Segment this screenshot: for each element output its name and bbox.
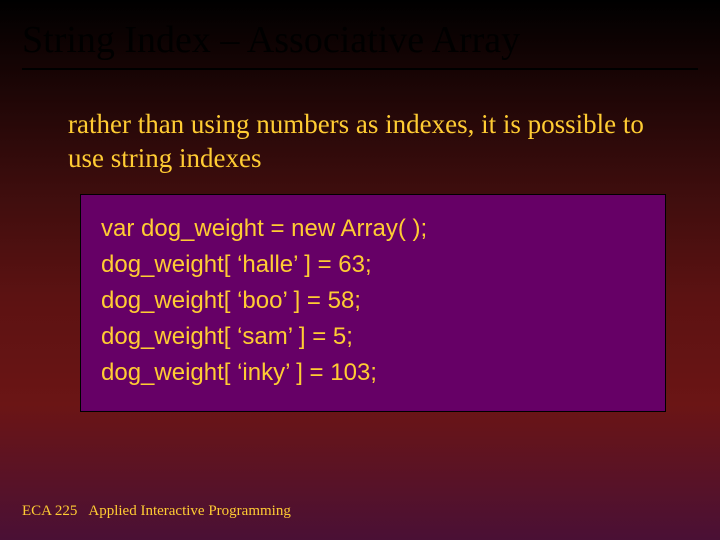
code-line: dog_weight[ ‘inky’ ] = 103;: [101, 355, 645, 391]
code-line: dog_weight[ ‘boo’ ] = 58;: [101, 283, 645, 319]
code-line: dog_weight[ ‘halle’ ] = 63;: [101, 247, 645, 283]
footer-course-code: ECA 225: [22, 503, 77, 519]
code-line: dog_weight[ ‘sam’ ] = 5;: [101, 319, 645, 355]
code-box: var dog_weight = new Array( ); dog_weigh…: [80, 194, 666, 412]
slide-footer: ECA 225 Applied Interactive Programming: [22, 503, 291, 520]
code-line: var dog_weight = new Array( );: [101, 211, 645, 247]
footer-course-name: Applied Interactive Programming: [88, 503, 290, 519]
slide-description: rather than using numbers as indexes, it…: [0, 70, 720, 176]
slide-title: String Index – Associative Array: [0, 0, 720, 62]
